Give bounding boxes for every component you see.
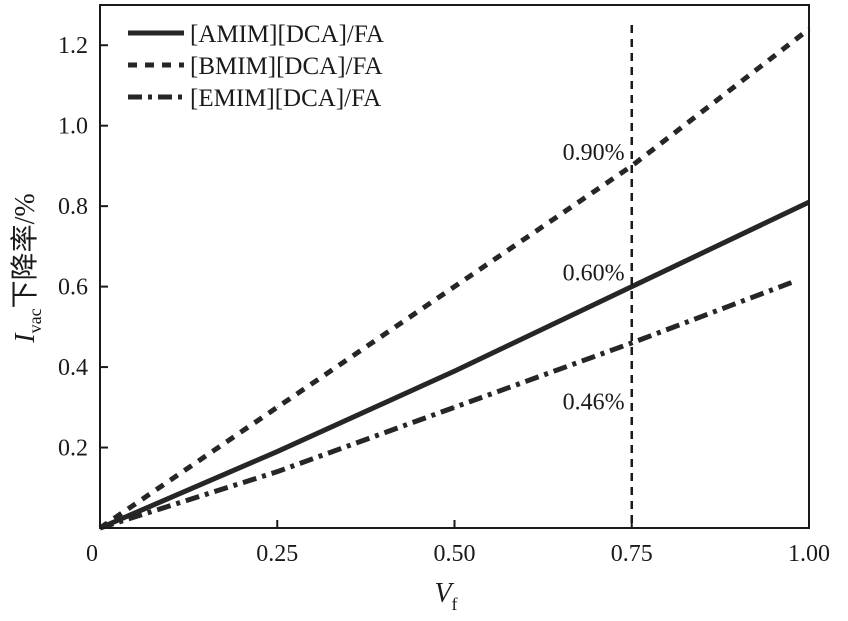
annotation-label: 0.46%: [563, 389, 625, 415]
y-axis-title-sub: vac: [25, 308, 45, 333]
y-tick-label: 0.4: [58, 355, 88, 381]
x-axis-title-main: V: [434, 578, 454, 609]
series-line-2: [99, 280, 793, 531]
series-1-point: [276, 406, 278, 408]
y-tick-label: 0.8: [58, 194, 88, 220]
plot-frame: [99, 4, 810, 529]
y-tick-label: 1.2: [58, 33, 88, 59]
x-ticks: 0 0.25 0.50 0.75 1.00: [86, 520, 830, 567]
legend-label: [EMIM][DCA]/FA: [190, 85, 381, 112]
x-axis-title: Vf: [434, 578, 457, 614]
x-tick-label: 0.25: [256, 541, 298, 567]
x-tick-label: 0.75: [611, 541, 653, 567]
y-axis-title-main: I: [10, 332, 41, 344]
annotation-label: 0.60%: [563, 261, 625, 287]
series-1-point: [454, 286, 455, 288]
series-2-point: [631, 342, 633, 344]
x-tick-label: 1.00: [788, 541, 830, 567]
series-2-point: [454, 406, 455, 408]
annotation-label: 0.90%: [563, 140, 625, 166]
series-line-0: [99, 199, 811, 531]
series-2-point: [790, 282, 792, 284]
y-axis-title: Ivac下降率/%: [9, 193, 45, 343]
y-tick-label: 0.2: [58, 436, 88, 462]
legend-label: [AMIM][DCA]/FA: [190, 21, 384, 48]
y-axis-title-rest: 下降率/%: [9, 193, 41, 308]
plot-layer: [98, 25, 811, 531]
legend: [AMIM][DCA]/FA [BMIM][DCA]/FA [EMIM][DCA]/…: [128, 21, 384, 112]
series-0-point: [454, 370, 455, 372]
series-2-point: [276, 471, 278, 473]
x-axis-title-sub: f: [452, 594, 458, 614]
legend-label: [BMIM][DCA]/FA: [190, 53, 383, 80]
y-tick-label: 1.0: [58, 114, 88, 140]
x-tick-label: 0: [86, 541, 98, 567]
y-tick-label: 0.6: [58, 275, 88, 301]
x-tick-label: 0.50: [434, 541, 476, 567]
y-ticks: 0.2 0.4 0.6 0.8 1.0 1.2: [58, 33, 108, 462]
series-0-point: [276, 451, 278, 453]
annotations: 0.90% 0.60% 0.46%: [563, 140, 625, 415]
series-0-point: [631, 286, 633, 288]
